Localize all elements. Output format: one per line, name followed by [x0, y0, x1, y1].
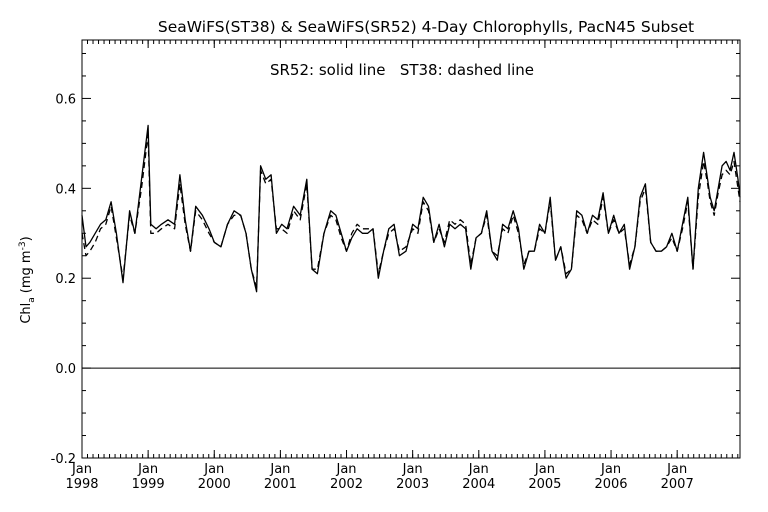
- x-tick-label: 2001: [264, 477, 297, 492]
- x-tick-month-label: Jan: [335, 462, 356, 477]
- x-tick-month-label: Jan: [534, 462, 555, 477]
- x-tick-month-label: Jan: [137, 462, 158, 477]
- x-tick-label: 2006: [594, 477, 627, 492]
- x-tick-month-label: Jan: [203, 462, 224, 477]
- x-tick-label: 1999: [132, 477, 165, 492]
- x-tick-label: 2003: [396, 477, 429, 492]
- axis-ticks-layer: -0.20.00.20.40.6Jan1998Jan1999Jan2000Jan…: [51, 40, 740, 492]
- x-tick-label: 2002: [330, 477, 363, 492]
- y-axis-label-unit: (mg m: [19, 250, 34, 293]
- y-tick-label: 0.4: [55, 182, 76, 197]
- x-tick-month-label: Jan: [666, 462, 687, 477]
- series-line-sr52: [81, 124, 741, 293]
- y-axis-label-close: ): [19, 236, 34, 241]
- y-tick-label: 0.0: [55, 362, 76, 377]
- y-tick-label: 0.6: [55, 92, 76, 107]
- chart-title: SeaWiFS(ST38) & SeaWiFS(SR52) 4-Day Chlo…: [158, 18, 694, 36]
- x-tick-label: 2004: [462, 477, 495, 492]
- y-axis-label-subscript: a: [27, 297, 37, 303]
- y-axis-label-main: Chl: [19, 303, 34, 324]
- plot-frame: [81, 39, 741, 459]
- x-tick-label: 2005: [528, 477, 561, 492]
- legend-annotation: SR52: solid line ST38: dashed line: [270, 61, 534, 79]
- x-tick-month-label: Jan: [402, 462, 423, 477]
- x-tick-label: 2007: [661, 477, 694, 492]
- y-tick-label: 0.2: [55, 272, 76, 287]
- x-tick-month-label: Jan: [269, 462, 290, 477]
- y-axis-label: Chla (mg m-3): [18, 236, 37, 323]
- y-tick-label: -0.2: [51, 452, 76, 467]
- x-tick-month-label: Jan: [600, 462, 621, 477]
- x-tick-month-label: Jan: [468, 462, 489, 477]
- x-tick-label: 1998: [65, 477, 98, 492]
- x-tick-label: 2000: [198, 477, 231, 492]
- series-layer: [81, 124, 741, 369]
- y-axis-label-superscript: -3: [18, 241, 28, 250]
- x-tick-month-label: Jan: [71, 462, 92, 477]
